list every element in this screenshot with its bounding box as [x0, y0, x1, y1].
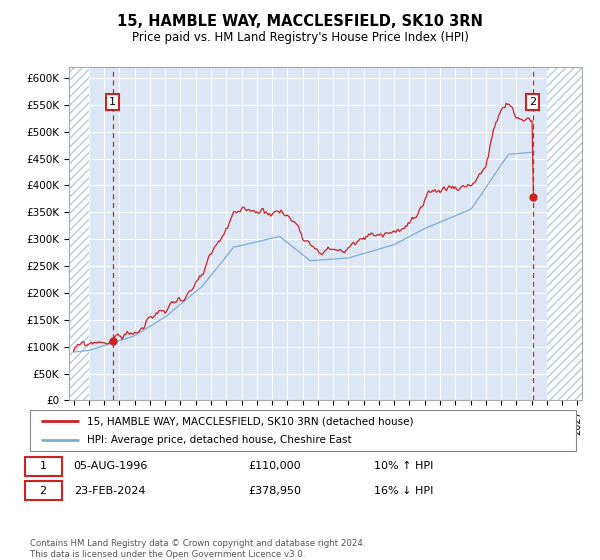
- FancyBboxPatch shape: [25, 481, 62, 500]
- Text: 1: 1: [40, 461, 47, 472]
- Text: 10% ↑ HPI: 10% ↑ HPI: [374, 461, 433, 472]
- FancyBboxPatch shape: [30, 410, 576, 451]
- Text: 2: 2: [40, 486, 47, 496]
- Text: 05-AUG-1996: 05-AUG-1996: [74, 461, 148, 472]
- Text: HPI: Average price, detached house, Cheshire East: HPI: Average price, detached house, Ches…: [88, 435, 352, 445]
- Text: Contains HM Land Registry data © Crown copyright and database right 2024.
This d: Contains HM Land Registry data © Crown c…: [30, 539, 365, 559]
- Text: 1: 1: [109, 97, 116, 107]
- FancyBboxPatch shape: [25, 457, 62, 476]
- Text: £378,950: £378,950: [248, 486, 301, 496]
- Text: 15, HAMBLE WAY, MACCLESFIELD, SK10 3RN: 15, HAMBLE WAY, MACCLESFIELD, SK10 3RN: [117, 14, 483, 29]
- Text: £110,000: £110,000: [248, 461, 301, 472]
- Text: 16% ↓ HPI: 16% ↓ HPI: [374, 486, 433, 496]
- Text: 2: 2: [529, 97, 536, 107]
- Text: Price paid vs. HM Land Registry's House Price Index (HPI): Price paid vs. HM Land Registry's House …: [131, 31, 469, 44]
- Text: 15, HAMBLE WAY, MACCLESFIELD, SK10 3RN (detached house): 15, HAMBLE WAY, MACCLESFIELD, SK10 3RN (…: [88, 417, 414, 426]
- Text: 23-FEB-2024: 23-FEB-2024: [74, 486, 145, 496]
